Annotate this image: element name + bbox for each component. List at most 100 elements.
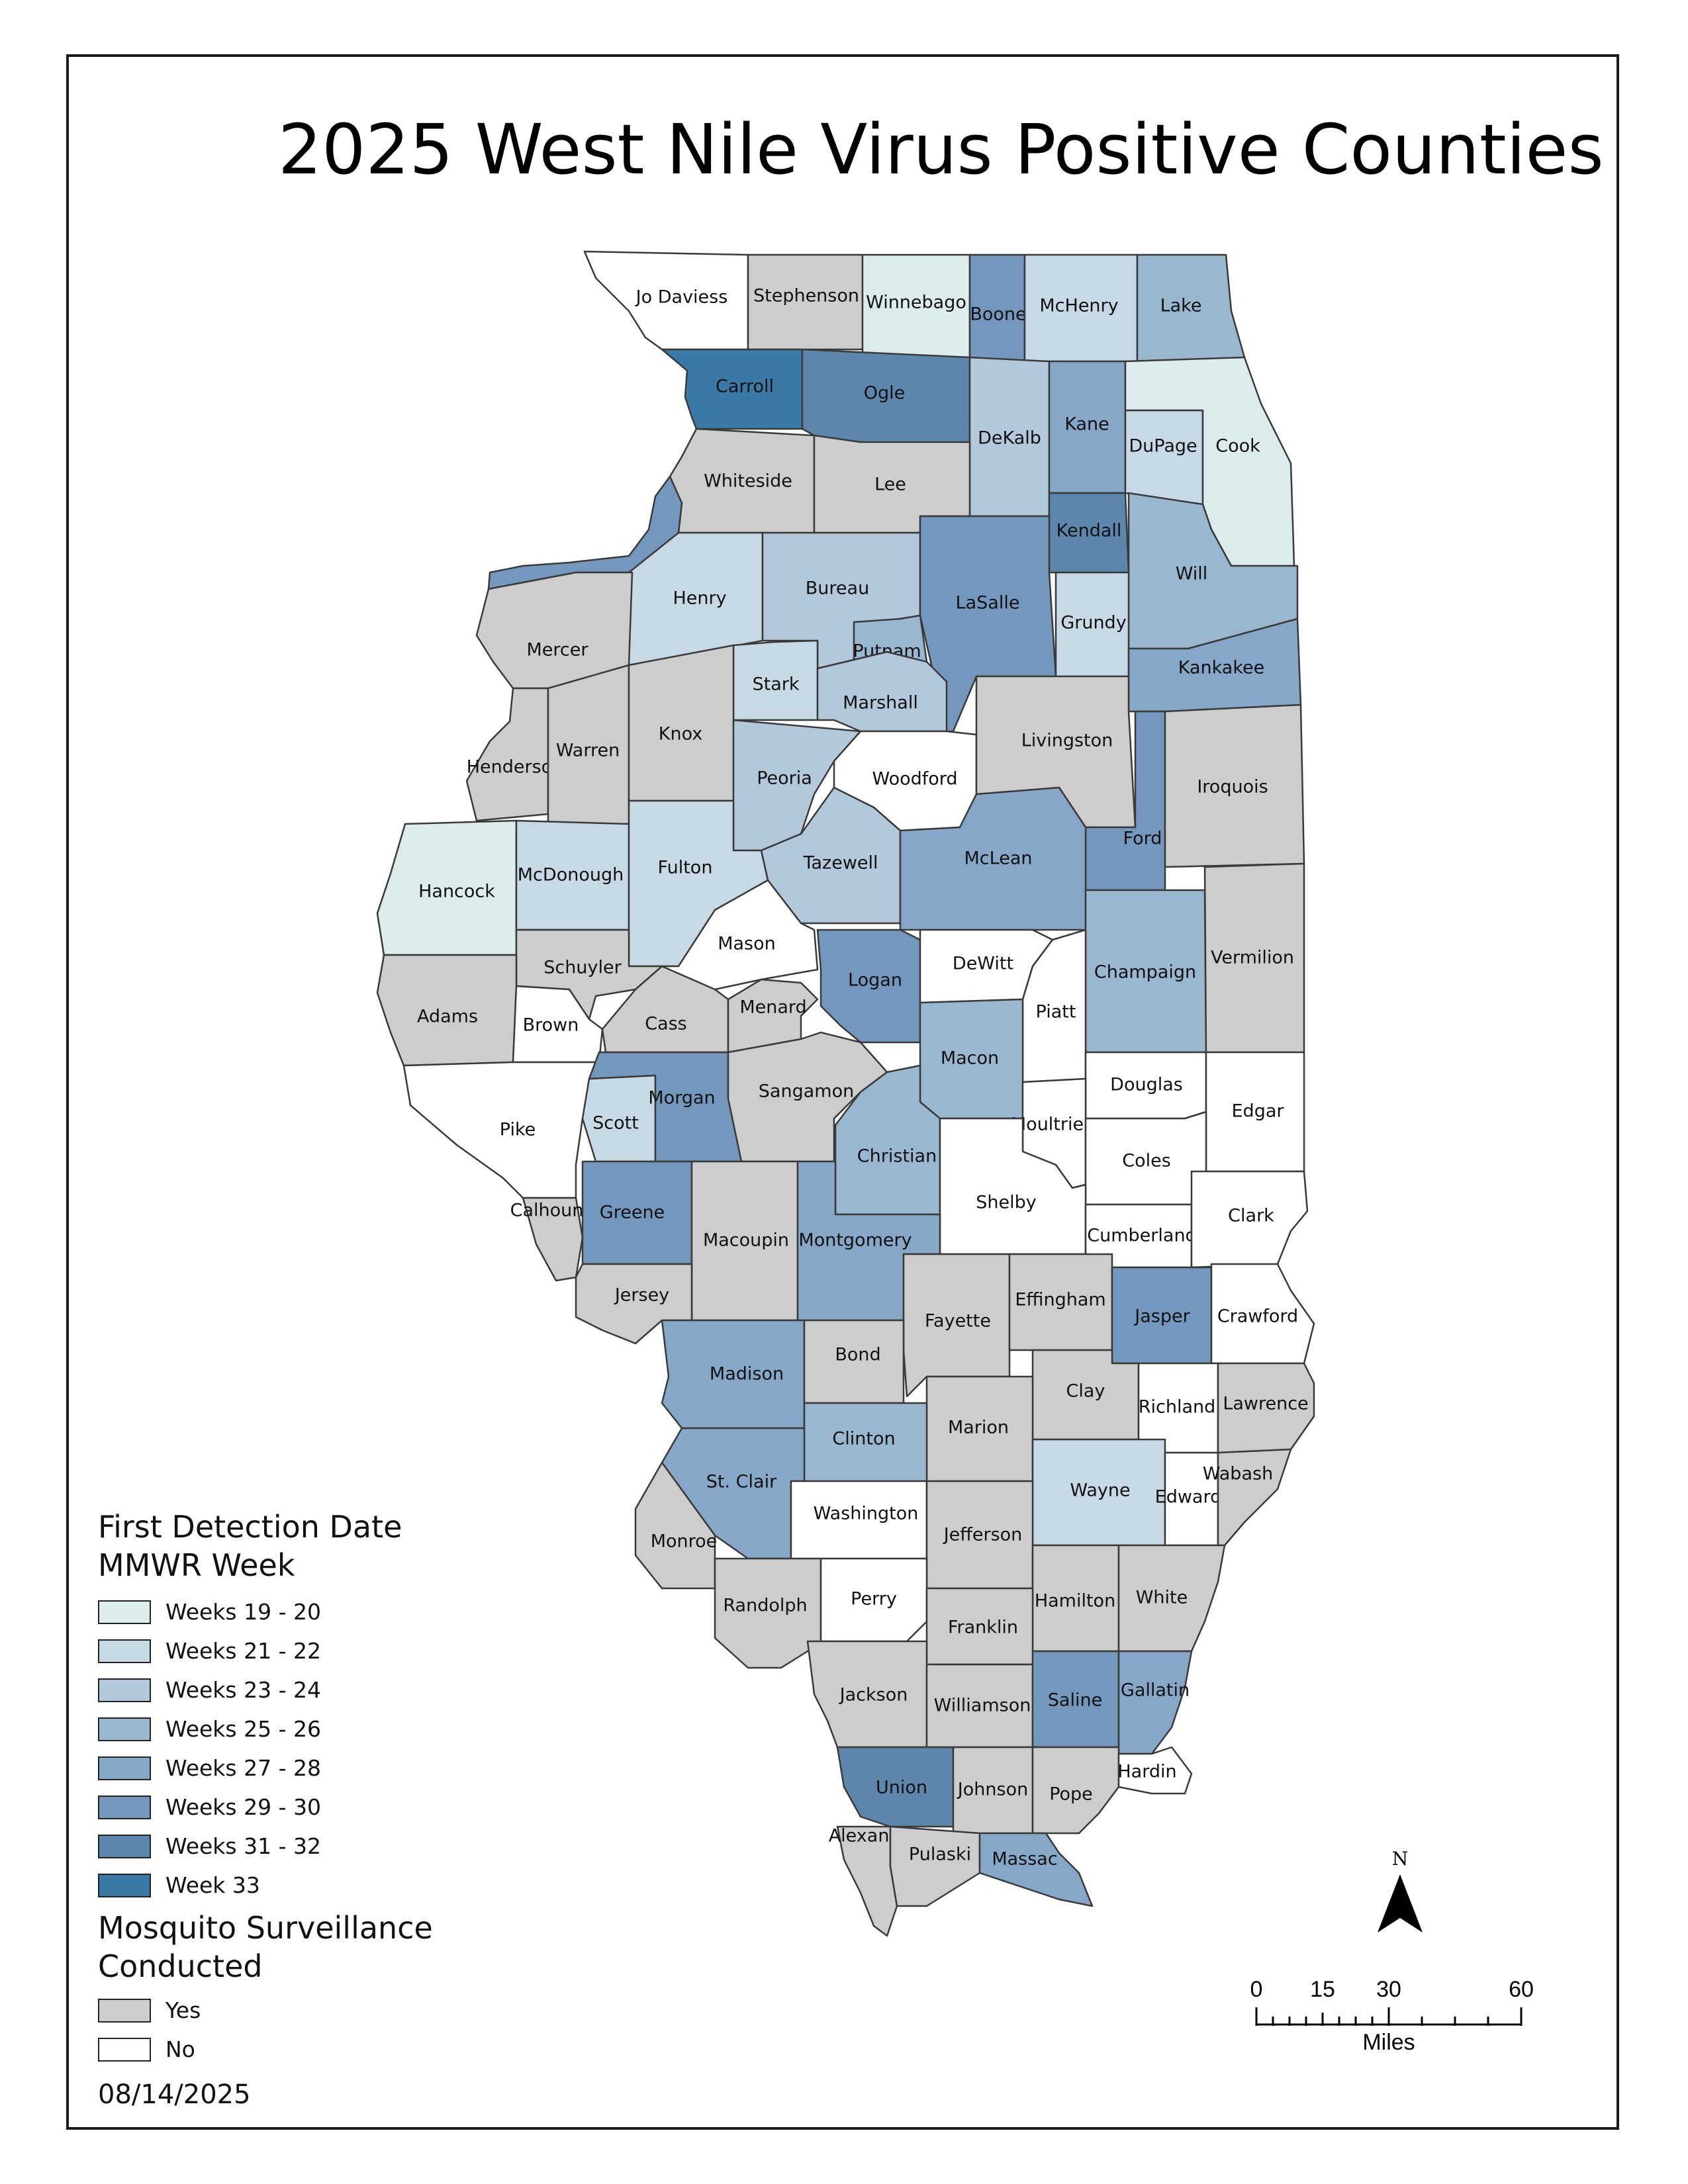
county-kane[interactable]: Kane [1048, 360, 1127, 494]
county-douglas[interactable]: Douglas [1084, 1051, 1207, 1120]
county-richland[interactable]: Richland [1137, 1362, 1219, 1454]
county-label: Randolph [723, 1596, 807, 1616]
county-lawrence[interactable]: Lawrence [1217, 1362, 1315, 1454]
county-tazewell[interactable]: Tazewell [760, 786, 902, 925]
county-franklin[interactable]: Franklin [925, 1587, 1034, 1666]
county-winnebago[interactable]: Winnebago [861, 253, 971, 359]
county-mercer[interactable]: Mercer [475, 571, 633, 690]
county-madison[interactable]: Madison [661, 1319, 806, 1430]
county-woodford[interactable]: Woodford [833, 730, 978, 832]
county-marion[interactable]: Marion [925, 1375, 1034, 1482]
county-iroquois[interactable]: Iroquois [1164, 704, 1305, 868]
county-label: Gallatin [1121, 1680, 1190, 1701]
county-montgomery[interactable]: Montgomery [796, 1160, 941, 1322]
county-greene[interactable]: Greene [581, 1160, 693, 1265]
county-jasper[interactable]: Jasper [1111, 1266, 1213, 1365]
county-christian[interactable]: Christian [834, 1064, 941, 1216]
county-label: White [1136, 1588, 1188, 1608]
county-clinton[interactable]: Clinton [803, 1402, 928, 1482]
county-dewitt[interactable]: DeWitt [919, 929, 1054, 1004]
county-pope[interactable]: Pope [1031, 1746, 1120, 1835]
county-jackson[interactable]: Jackson [806, 1640, 928, 1749]
county-bond[interactable]: Bond [803, 1319, 905, 1404]
county-stark[interactable]: Stark [732, 639, 819, 721]
county-mclean[interactable]: McLean [899, 786, 1087, 931]
county-clark[interactable]: Clark [1190, 1170, 1309, 1269]
county-monroe[interactable]: Monroe [634, 1461, 717, 1590]
county-macoupin[interactable]: Macoupin [690, 1160, 799, 1322]
county-edgar[interactable]: Edgar [1205, 1051, 1305, 1173]
county-pulaski[interactable]: Pulaski [889, 1825, 981, 1907]
county-cass[interactable]: Cass [601, 965, 729, 1054]
county-label: Morgan [648, 1088, 715, 1109]
county-fayette[interactable]: Fayette [902, 1253, 1011, 1398]
county-kendall[interactable]: Kendall [1048, 492, 1130, 574]
county-schuyler[interactable]: Schuyler [515, 929, 663, 1021]
county-jersey[interactable]: Jersey [575, 1263, 693, 1345]
county-grundy[interactable]: Grundy [1055, 571, 1130, 678]
county-calhoun[interactable]: Calhoun [510, 1197, 584, 1282]
county-label: Fayette [925, 1311, 991, 1332]
county-hardin[interactable]: Hardin [1117, 1746, 1193, 1795]
county-carroll[interactable]: Carroll [661, 348, 804, 430]
county-macon[interactable]: Macon [919, 998, 1024, 1120]
county-mchenry[interactable]: McHenry [1023, 253, 1139, 363]
county-logan[interactable]: Logan [816, 929, 921, 1044]
county-union[interactable]: Union [836, 1746, 955, 1828]
county-label: Kankakee [1178, 658, 1265, 678]
county-jefferson[interactable]: Jefferson [925, 1480, 1034, 1590]
county-williamson[interactable]: Williamson [925, 1663, 1034, 1749]
county-boone[interactable]: Boone [968, 253, 1027, 363]
county-white[interactable]: White [1117, 1544, 1226, 1653]
county-johnson[interactable]: Johnson [952, 1746, 1034, 1835]
legend-item-surveillance-yes: Yes [98, 1991, 469, 2030]
county-cumberland[interactable]: Cumberland [1084, 1203, 1197, 1269]
county-washington[interactable]: Washington [790, 1480, 928, 1560]
county-wayne[interactable]: Wayne [1031, 1438, 1166, 1547]
county-label: Lawrence [1223, 1394, 1308, 1414]
county-lake[interactable]: Lake [1136, 253, 1246, 363]
county-stephenson[interactable]: Stephenson [747, 253, 864, 351]
county-gallatin[interactable]: Gallatin [1117, 1650, 1193, 1755]
county-sangamon[interactable]: Sangamon [727, 1031, 888, 1163]
county-perry[interactable]: Perry [820, 1557, 928, 1643]
county-label: Pope [1049, 1784, 1093, 1805]
county-wabash[interactable]: Wabash [1203, 1448, 1292, 1547]
county-whiteside[interactable]: Whiteside [669, 428, 816, 534]
county-massac[interactable]: Massac [978, 1832, 1094, 1907]
county-saline[interactable]: Saline [1031, 1650, 1120, 1749]
county-lasalle[interactable]: LaSalle [919, 515, 1057, 733]
county-coles[interactable]: Coles [1084, 1111, 1207, 1206]
legend-label: Week 33 [165, 1872, 260, 1898]
county-clay[interactable]: Clay [1031, 1349, 1140, 1441]
legend-swatch [98, 1639, 151, 1663]
county-crawford[interactable]: Crawford [1210, 1263, 1315, 1365]
county-label: Saline [1048, 1690, 1102, 1711]
county-scott[interactable]: Scott [581, 1074, 657, 1163]
county-adams[interactable]: Adams [376, 954, 518, 1067]
county-dupage[interactable]: DuPage [1124, 409, 1204, 506]
county-label: Douglas [1110, 1075, 1183, 1095]
county-jo-daviess[interactable]: Jo Daviess [583, 250, 749, 351]
county-label: Marshall [843, 693, 918, 713]
county-menard[interactable]: Menard [727, 978, 819, 1054]
county-marshall[interactable]: Marshall [816, 651, 948, 733]
county-livingston[interactable]: Livingston [975, 675, 1137, 829]
county-pike[interactable]: Pike [402, 1061, 600, 1199]
county-mcdonough[interactable]: McDonough [515, 819, 630, 931]
county-hancock[interactable]: Hancock [376, 819, 518, 956]
county-warren[interactable]: Warren [547, 664, 630, 825]
county-effingham[interactable]: Effingham [1008, 1253, 1113, 1351]
county-champaign[interactable]: Champaign [1084, 889, 1207, 1054]
county-hamilton[interactable]: Hamilton [1031, 1544, 1120, 1653]
county-ogle[interactable]: Ogle [801, 348, 971, 443]
county-vermilion[interactable]: Vermilion [1203, 862, 1305, 1054]
county-knox[interactable]: Knox [628, 644, 735, 802]
county-piatt[interactable]: Piatt [1021, 929, 1087, 1083]
county-mason[interactable]: Mason [661, 879, 819, 991]
legend-item-weeks-29-30: Weeks 29 - 30 [98, 1788, 469, 1827]
county-dekalb[interactable]: DeKalb [968, 356, 1051, 518]
county-randolph[interactable]: Randolph [714, 1557, 822, 1669]
county-st-clair[interactable]: St. Clair [661, 1427, 806, 1560]
